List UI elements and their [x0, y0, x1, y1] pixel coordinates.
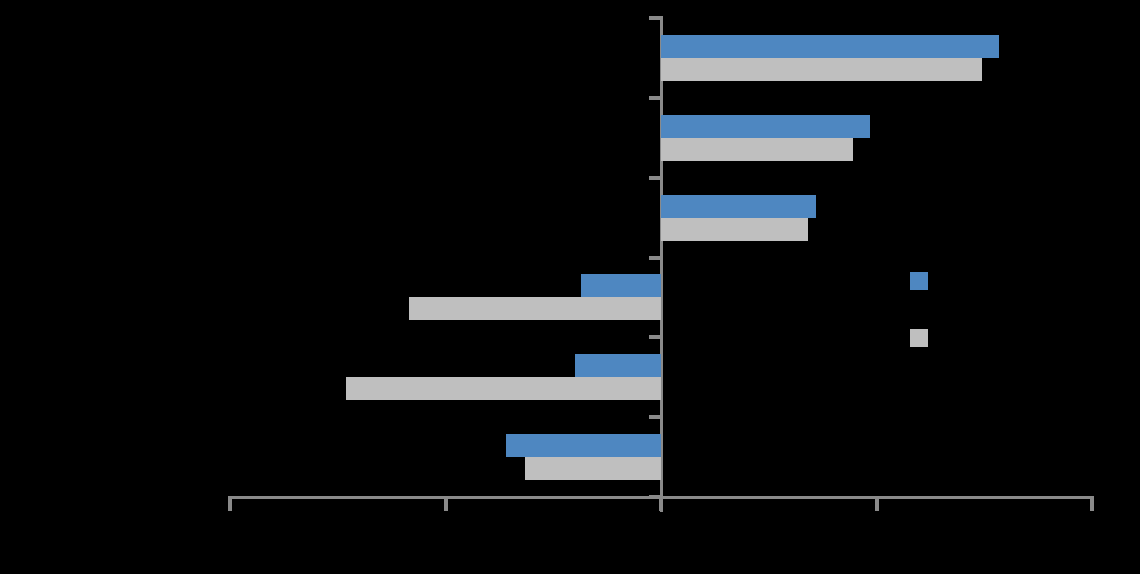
y-axis	[659, 18, 663, 512]
y-axis-tick	[648, 255, 663, 260]
y-axis-tick	[648, 495, 663, 499]
bar-blue-4	[574, 354, 661, 378]
x-axis-tick	[874, 495, 879, 511]
bar-blue-5	[505, 434, 661, 458]
y-axis-tick	[648, 175, 663, 180]
bar-blue-3	[581, 274, 661, 298]
bar-gray-1	[661, 137, 853, 161]
x-axis-tick	[443, 495, 448, 511]
bar-gray-4	[346, 377, 661, 401]
legend-swatch-gray	[910, 329, 928, 347]
bar-blue-0	[661, 34, 1000, 58]
bar-blue-1	[661, 114, 871, 138]
y-axis-tick	[648, 16, 663, 20]
bar-gray-2	[661, 217, 808, 241]
bar-gray-5	[525, 457, 661, 481]
x-axis-tick	[228, 495, 232, 511]
x-axis-tick	[1090, 495, 1094, 511]
x-axis-tick	[659, 495, 663, 511]
legend-swatch-blue	[910, 272, 928, 290]
bar-blue-2	[661, 194, 817, 218]
bar-gray-3	[408, 297, 661, 321]
y-axis-tick	[648, 335, 663, 340]
y-axis-tick	[648, 415, 663, 420]
bar-gray-0	[661, 57, 983, 81]
y-axis-tick	[648, 95, 663, 100]
